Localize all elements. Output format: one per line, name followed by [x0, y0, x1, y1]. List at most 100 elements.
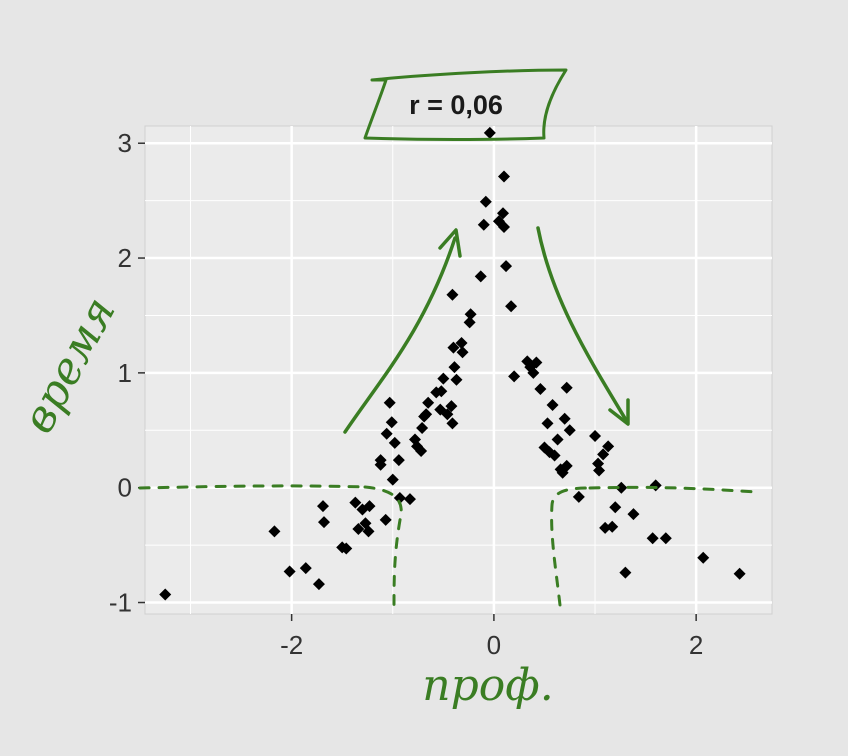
data-point — [659, 532, 672, 545]
data-point — [312, 578, 325, 591]
data-point — [362, 525, 375, 538]
rising-arrow — [343, 236, 457, 434]
data-point — [386, 473, 399, 486]
data-point — [159, 588, 172, 601]
data-point — [619, 566, 632, 579]
handwritten-annotations — [138, 68, 758, 607]
data-point — [560, 459, 573, 472]
data-point — [496, 207, 509, 220]
data-point — [448, 361, 461, 374]
data-point — [508, 370, 521, 383]
plot-panel — [144, 125, 773, 615]
data-point — [422, 396, 435, 409]
data-point — [500, 260, 513, 273]
falling-arrow — [536, 226, 628, 422]
data-point — [445, 400, 458, 413]
data-point — [733, 567, 746, 580]
data-point — [380, 427, 393, 440]
data-point — [446, 417, 459, 430]
data-point — [479, 195, 492, 208]
data-point — [299, 562, 312, 575]
data-point — [446, 288, 459, 301]
data-point — [534, 382, 547, 395]
data-point — [283, 565, 296, 578]
rising-arrow-head — [438, 228, 462, 258]
data-point — [463, 316, 476, 329]
data-point — [340, 542, 353, 555]
data-point — [593, 464, 606, 477]
data-point — [352, 523, 365, 536]
data-point — [415, 444, 428, 457]
data-point — [420, 408, 433, 421]
data-point — [455, 337, 468, 350]
dashed-curve-left — [363, 485, 403, 607]
data-point — [435, 385, 448, 398]
y-tick-label: -1 — [109, 588, 132, 618]
data-point — [416, 421, 429, 434]
data-point — [383, 396, 396, 409]
data-point — [268, 525, 281, 538]
y-tick-label: 1 — [118, 358, 132, 388]
x-tick-label: 2 — [689, 630, 703, 660]
y-tick-label: 2 — [118, 243, 132, 273]
data-point — [498, 221, 511, 234]
data-point — [697, 551, 710, 564]
data-point — [505, 300, 518, 313]
y-tick-label: 0 — [118, 473, 132, 503]
y-axis: 3 2 1 0 -1 — [109, 128, 145, 618]
data-point — [530, 356, 543, 369]
data-point — [483, 126, 496, 139]
data-point — [392, 454, 405, 467]
x-tick-label: 0 — [487, 630, 501, 660]
data-point — [464, 308, 477, 321]
data-point — [317, 516, 330, 529]
data-point — [541, 417, 554, 430]
data-point — [498, 170, 511, 183]
data-point — [627, 508, 640, 521]
dashed-zero-line-left — [138, 484, 367, 490]
y-axis-label: время — [13, 289, 126, 441]
data-point — [316, 500, 329, 513]
data-point — [456, 346, 469, 359]
x-axis: -2 0 2 — [280, 614, 703, 660]
data-point — [447, 341, 460, 354]
dashed-curve-right — [550, 486, 592, 607]
data-point — [606, 520, 619, 533]
x-axis-label: проф. — [422, 660, 553, 711]
data-point — [563, 424, 576, 437]
data-point — [558, 412, 571, 425]
data-point — [646, 532, 659, 545]
data-point — [441, 408, 454, 421]
data-point — [609, 501, 622, 514]
dashed-zero-line-right — [588, 485, 758, 494]
data-point — [589, 430, 602, 443]
data-point — [385, 416, 398, 429]
data-point — [403, 493, 416, 506]
data-point — [560, 381, 573, 394]
data-point — [548, 449, 561, 462]
data-point — [572, 490, 585, 503]
data-point — [393, 492, 406, 505]
data-point — [388, 436, 401, 449]
data-point — [602, 440, 615, 453]
falling-arrow-head — [608, 398, 630, 426]
data-point — [437, 372, 450, 385]
data-point — [551, 433, 564, 446]
data-point — [527, 366, 540, 379]
data-points — [159, 126, 746, 601]
y-tick-label: 3 — [118, 128, 132, 158]
data-point — [374, 458, 387, 471]
chart-title: r = 0,06 — [409, 90, 503, 120]
data-point — [546, 399, 559, 412]
title-box-outline — [363, 68, 568, 141]
data-point — [474, 270, 487, 283]
data-point — [477, 218, 490, 231]
data-point — [597, 448, 610, 461]
x-tick-label: -2 — [280, 630, 303, 660]
data-point — [450, 373, 463, 386]
data-point — [379, 513, 392, 526]
data-point — [349, 496, 362, 509]
data-point — [363, 500, 376, 513]
